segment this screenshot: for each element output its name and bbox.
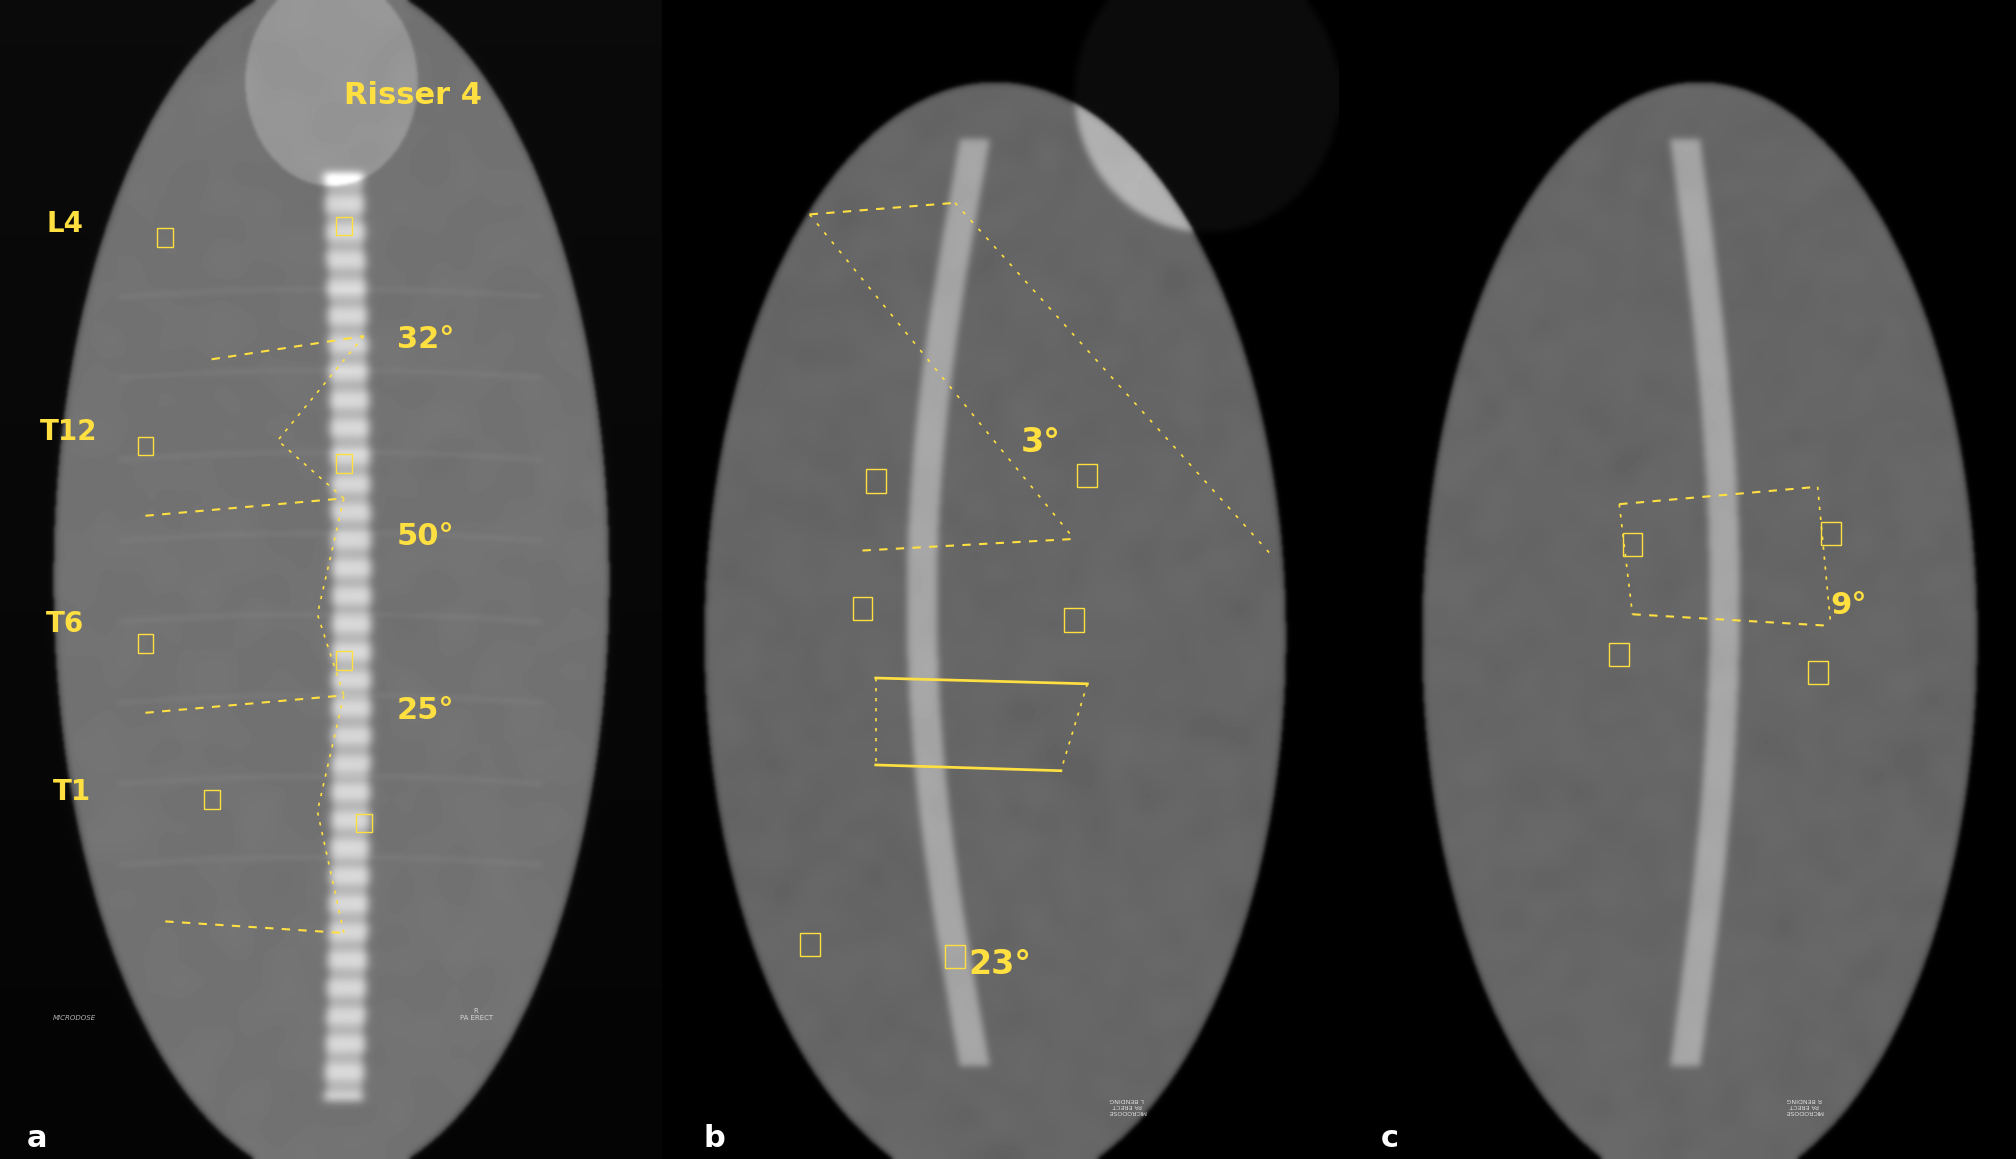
Bar	[337, 651, 351, 670]
Bar	[800, 933, 821, 956]
Bar	[137, 634, 153, 653]
Text: c: c	[1381, 1124, 1399, 1153]
Text: MICRODOSE: MICRODOSE	[52, 1015, 97, 1021]
Text: T1: T1	[52, 778, 91, 806]
Text: MICRODOSE
PA ERECT
L BENDING: MICRODOSE PA ERECT L BENDING	[1107, 1098, 1147, 1114]
Bar	[1820, 522, 1841, 545]
Text: R
PA ERECT: R PA ERECT	[460, 1008, 492, 1021]
Text: 3°: 3°	[1022, 427, 1060, 459]
Text: T6: T6	[46, 610, 85, 637]
Bar	[853, 597, 873, 620]
Bar	[1077, 464, 1097, 487]
Bar	[1623, 533, 1643, 556]
Bar	[1064, 608, 1085, 632]
Bar	[337, 217, 351, 235]
Text: Risser 4: Risser 4	[345, 81, 482, 110]
Text: T12: T12	[40, 418, 97, 446]
Text: 32°: 32°	[397, 325, 454, 353]
Text: b: b	[704, 1124, 726, 1153]
Bar	[355, 814, 371, 832]
Bar	[946, 945, 966, 968]
Text: 9°: 9°	[1831, 591, 1867, 620]
Bar	[157, 228, 173, 247]
Text: 50°: 50°	[397, 522, 454, 551]
Bar	[337, 454, 351, 473]
Text: MICRODOSE
PA ERECT
R BENDING: MICRODOSE PA ERECT R BENDING	[1784, 1098, 1824, 1114]
Bar	[1609, 643, 1629, 666]
Bar	[1808, 661, 1829, 684]
Text: 23°: 23°	[968, 948, 1032, 981]
Text: L4: L4	[46, 210, 83, 238]
Text: a: a	[26, 1124, 46, 1153]
Bar	[865, 469, 885, 493]
Bar	[204, 790, 220, 809]
Text: 25°: 25°	[397, 695, 454, 724]
Bar	[137, 437, 153, 455]
